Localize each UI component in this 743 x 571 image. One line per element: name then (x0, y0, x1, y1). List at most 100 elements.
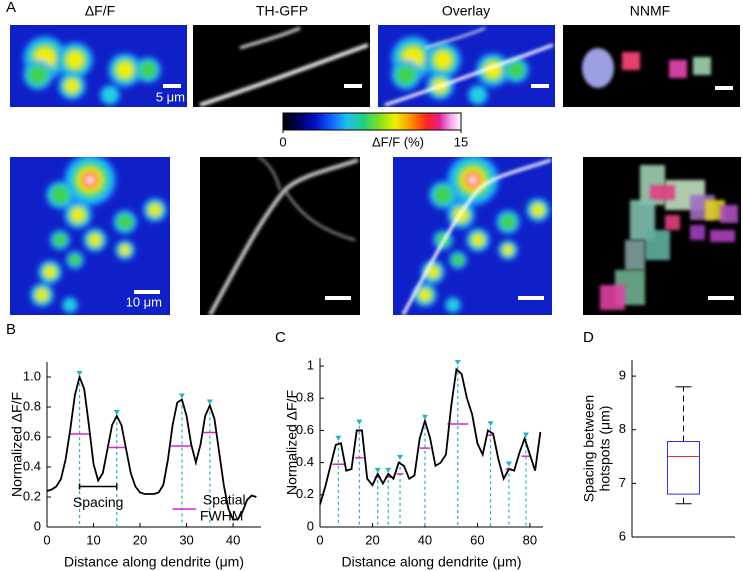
peak-marker (454, 360, 461, 366)
y-tick-label: 0.4 (23, 458, 41, 473)
y-tick-label: 0.2 (296, 486, 314, 501)
y-axis-label: Spacing between (581, 395, 597, 502)
x-tick-label: 20 (133, 532, 147, 547)
peak-marker (385, 467, 392, 473)
y-tick-label: 0.2 (23, 488, 41, 503)
component (720, 205, 738, 223)
x-tick-label: 60 (470, 532, 484, 547)
heat-blob (149, 204, 161, 216)
panel-label: B (6, 321, 16, 338)
y-tick-label: 0.8 (23, 398, 41, 413)
x-tick-label: 80 (523, 532, 537, 547)
dendrite (401, 158, 552, 315)
heat-blob (507, 61, 525, 79)
heat-blob (469, 86, 487, 104)
heat-blob (36, 289, 48, 301)
heat-blob (50, 185, 70, 205)
y-tick-label: 1 (307, 357, 314, 372)
heat-blob (63, 298, 77, 312)
peak-marker (76, 371, 83, 376)
x-axis-label: Distance along dendrite (μm) (341, 554, 521, 570)
image (10, 25, 187, 107)
x-axis-label: Distance along dendrite (μm) (64, 554, 244, 570)
column-title: TH-GFP (256, 3, 308, 19)
image-bg (200, 157, 360, 315)
colorbar-label: ΔF/F (%) (372, 134, 424, 149)
image (583, 157, 741, 315)
peak-marker (487, 421, 494, 427)
heat-blob (427, 266, 439, 278)
heat-blob (419, 289, 431, 301)
scale-bar (518, 296, 544, 300)
heat-blobs (413, 157, 550, 313)
scale-bar (325, 296, 351, 300)
column-title: Overlay (442, 3, 490, 19)
peak-marker (397, 455, 404, 461)
panel-label: C (275, 329, 286, 346)
y-tick-label: 1.0 (23, 368, 41, 383)
colorbar-tick-label: 15 (454, 134, 468, 149)
heat-blob (53, 233, 67, 247)
peak-marker (178, 393, 185, 399)
heat-blob (500, 214, 516, 230)
heat-blob (86, 176, 94, 184)
component (622, 52, 640, 70)
y-axis-label: Normalized ΔF/F (9, 392, 25, 497)
heat-blob (65, 79, 79, 93)
component (710, 230, 735, 242)
component (582, 48, 614, 88)
scale-bar (134, 290, 160, 294)
image-bg (193, 25, 370, 107)
annotation-text: FWHM (200, 508, 244, 524)
dendrite (208, 158, 359, 315)
box (667, 441, 700, 495)
component (665, 215, 680, 230)
heat-blobs (23, 36, 161, 105)
x-tick-label: 40 (418, 532, 432, 547)
scale-label: 10 μm (126, 294, 162, 309)
y-tick-label: 0.6 (296, 422, 314, 437)
heat-blob (69, 254, 81, 266)
panel-label: D (583, 329, 594, 346)
heat-blob (101, 86, 119, 104)
heat-blob (66, 51, 84, 69)
heat-blob (396, 65, 416, 85)
component (600, 285, 625, 310)
component (625, 240, 645, 270)
x-tick-label: 20 (365, 532, 379, 547)
colorbar-tick-label: 0 (279, 134, 286, 149)
heat-blob (434, 51, 452, 69)
dendrite (424, 27, 486, 49)
heat-blob (89, 234, 101, 246)
heat-blob (28, 65, 48, 85)
heat-blob (120, 245, 130, 255)
trace (46, 374, 257, 521)
image-panels (10, 25, 741, 315)
heat-blob (469, 176, 477, 184)
x-tick-label: 0 (316, 532, 323, 547)
image (393, 157, 552, 315)
y-tick-label: 0.4 (296, 454, 314, 469)
heat-blob (452, 254, 464, 266)
panel-label: A (6, 0, 16, 16)
peak-marker (206, 399, 213, 405)
dendrite (257, 157, 281, 191)
heat-blob (503, 245, 513, 255)
image (378, 25, 555, 107)
y-tick-label: 0.6 (23, 428, 41, 443)
heat-blob (532, 204, 544, 216)
annotation-text: Spacing (73, 494, 124, 510)
y-tick-label: 0.8 (296, 390, 314, 405)
annotation-text: Spatial (203, 492, 246, 508)
heat-blob (446, 298, 460, 312)
peak-marker (356, 419, 363, 425)
y-tick-label: 9 (619, 368, 626, 383)
scale-label: 5 μm (156, 89, 185, 104)
dendrite (199, 43, 369, 107)
x-tick-label: 40 (226, 532, 240, 547)
y-axis-label: hotspots (μm) (597, 406, 613, 492)
peak-marker (505, 461, 512, 467)
component (669, 60, 687, 78)
heat-blobs (30, 157, 167, 313)
